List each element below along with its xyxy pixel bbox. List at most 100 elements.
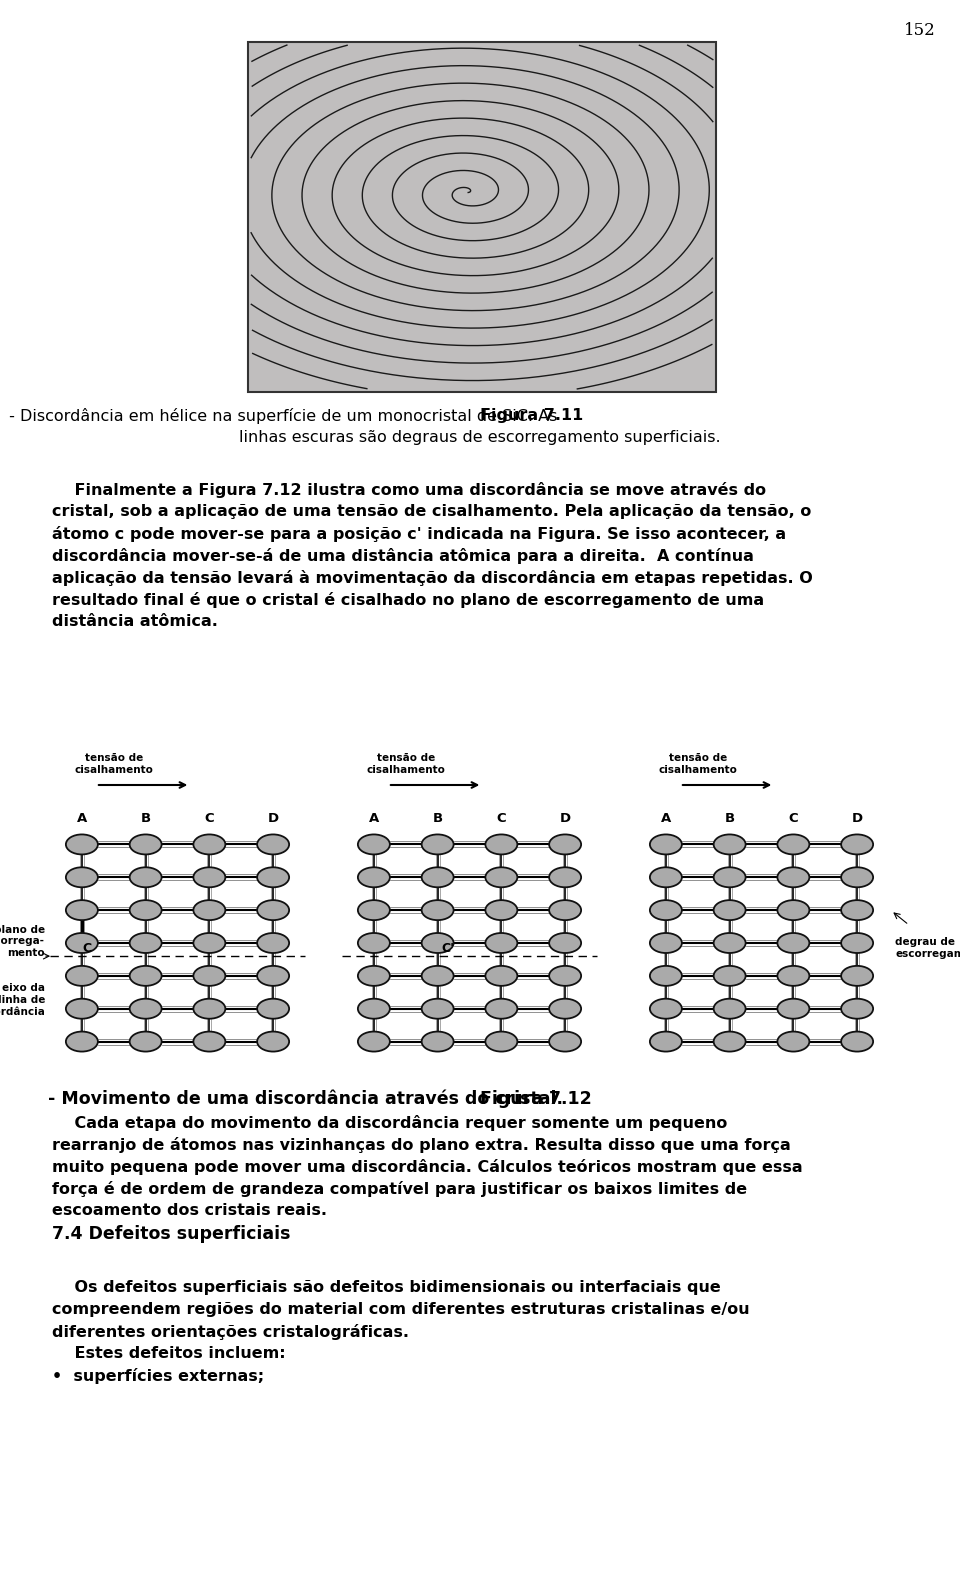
Ellipse shape [650,934,682,953]
Text: C': C' [441,942,454,954]
Ellipse shape [193,998,226,1019]
Text: Figura 7.11: Figura 7.11 [480,409,584,423]
Ellipse shape [713,998,746,1019]
Text: compreendem regiões do material com diferentes estruturas cristalinas e/ou: compreendem regiões do material com dife… [52,1302,750,1317]
Ellipse shape [486,868,517,887]
Ellipse shape [486,998,517,1019]
Ellipse shape [193,835,226,855]
Ellipse shape [713,868,746,887]
Ellipse shape [549,965,581,986]
Ellipse shape [841,1031,874,1052]
Text: 7.4 Defeitos superficiais: 7.4 Defeitos superficiais [52,1225,291,1243]
Ellipse shape [66,1031,98,1052]
Ellipse shape [486,1031,517,1052]
Text: - Movimento de uma discordância através do cristal.: - Movimento de uma discordância através … [41,1089,563,1108]
Ellipse shape [358,835,390,855]
Ellipse shape [486,835,517,855]
Text: B: B [140,813,151,825]
Text: escoamento dos cristais reais.: escoamento dos cristais reais. [52,1203,327,1218]
Text: Cada etapa do movimento da discordância requer somente um pequeno: Cada etapa do movimento da discordância … [52,1115,728,1130]
Ellipse shape [650,1031,682,1052]
Ellipse shape [778,901,809,920]
Text: tensão de
cisalhamento: tensão de cisalhamento [659,753,737,775]
Text: C: C [83,942,91,954]
Ellipse shape [650,965,682,986]
Ellipse shape [713,835,746,855]
Text: rearranjo de átomos nas vizinhanças do plano extra. Resulta disso que uma força: rearranjo de átomos nas vizinhanças do p… [52,1137,791,1152]
Text: degrau de
escorregamento: degrau de escorregamento [895,937,960,959]
Ellipse shape [841,934,874,953]
Text: Estes defeitos incluem:: Estes defeitos incluem: [52,1346,286,1361]
Text: plano de
escorrega-
mento: plano de escorrega- mento [0,924,45,957]
Text: B: B [725,813,734,825]
Ellipse shape [841,901,874,920]
Ellipse shape [549,901,581,920]
Ellipse shape [130,1031,161,1052]
Ellipse shape [66,868,98,887]
Ellipse shape [193,868,226,887]
Ellipse shape [841,835,874,855]
Text: átomo c pode mover-se para a posição c' indicada na Figura. Se isso acontecer, a: átomo c pode mover-se para a posição c' … [52,527,786,542]
Ellipse shape [421,965,454,986]
Ellipse shape [549,1031,581,1052]
Ellipse shape [486,965,517,986]
Text: C: C [204,813,214,825]
Ellipse shape [713,965,746,986]
Ellipse shape [486,901,517,920]
Ellipse shape [193,965,226,986]
Ellipse shape [778,998,809,1019]
Text: muito pequena pode mover uma discordância. Cálculos teóricos mostram que essa: muito pequena pode mover uma discordânci… [52,1159,803,1174]
Text: D: D [560,813,570,825]
Ellipse shape [257,998,289,1019]
Ellipse shape [358,1031,390,1052]
Ellipse shape [130,868,161,887]
Ellipse shape [713,1031,746,1052]
Text: A: A [660,813,671,825]
Ellipse shape [650,868,682,887]
Text: distância atômica.: distância atômica. [52,615,218,629]
Ellipse shape [713,934,746,953]
Ellipse shape [421,998,454,1019]
Text: diferentes orientações cristalográficas.: diferentes orientações cristalográficas. [52,1324,409,1339]
Text: força é de ordem de grandeza compatível para justificar os baixos limites de: força é de ordem de grandeza compatível … [52,1181,747,1196]
Ellipse shape [841,868,874,887]
Text: C: C [788,813,798,825]
Ellipse shape [421,934,454,953]
Ellipse shape [66,901,98,920]
Text: 152: 152 [904,22,936,39]
Ellipse shape [549,868,581,887]
Ellipse shape [841,965,874,986]
Text: •  superfícies externas;: • superfícies externas; [52,1368,264,1383]
Text: D: D [852,813,863,825]
Text: Figura 7.12: Figura 7.12 [480,1089,591,1108]
Ellipse shape [778,835,809,855]
Ellipse shape [66,965,98,986]
Ellipse shape [257,934,289,953]
Ellipse shape [778,934,809,953]
Text: cristal, sob a aplicação de uma tensão de cisalhamento. Pela aplicação da tensão: cristal, sob a aplicação de uma tensão d… [52,505,811,519]
Text: D: D [268,813,278,825]
Ellipse shape [358,934,390,953]
Text: aplicação da tensão levará à movimentação da discordância em etapas repetidas. O: aplicação da tensão levará à movimentaçã… [52,571,813,586]
Text: eixo da
linha de
discordância: eixo da linha de discordância [0,984,45,1017]
Ellipse shape [193,934,226,953]
Ellipse shape [778,965,809,986]
Text: B: B [433,813,443,825]
Text: Os defeitos superficiais são defeitos bidimensionais ou interfaciais que: Os defeitos superficiais são defeitos bi… [52,1280,721,1295]
Ellipse shape [257,1031,289,1052]
Ellipse shape [193,1031,226,1052]
Ellipse shape [66,998,98,1019]
Ellipse shape [257,835,289,855]
Ellipse shape [130,998,161,1019]
Ellipse shape [778,1031,809,1052]
Ellipse shape [130,965,161,986]
Text: discordância mover-se-á de uma distância atômica para a direita.  A contínua: discordância mover-se-á de uma distância… [52,549,754,564]
Text: C: C [496,813,506,825]
Ellipse shape [358,965,390,986]
Ellipse shape [66,835,98,855]
Ellipse shape [421,1031,454,1052]
Text: tensão de
cisalhamento: tensão de cisalhamento [367,753,445,775]
Ellipse shape [358,998,390,1019]
Ellipse shape [257,965,289,986]
Ellipse shape [650,901,682,920]
